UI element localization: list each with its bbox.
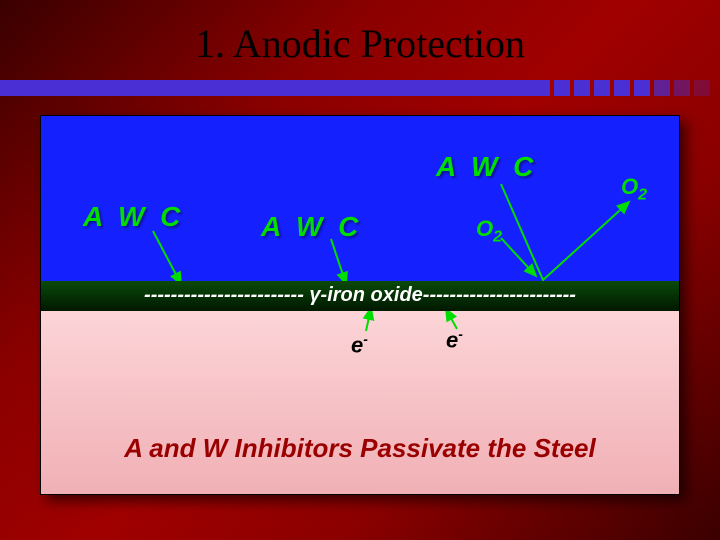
caption: A and W Inhibitors Passivate the Steel (41, 433, 679, 464)
bar-solid (0, 80, 534, 96)
bar-ticks (534, 80, 720, 96)
oxide-bar: ------------------------ γ-iron oxide---… (41, 281, 679, 311)
electron-label-1: e- (446, 326, 463, 353)
title-area: 1. Anodic Protection (0, 0, 720, 77)
page-title: 1. Anodic Protection (0, 20, 720, 67)
o2-label-0: O2 (476, 216, 502, 246)
electron-label-0: e- (351, 331, 368, 358)
blue-region (41, 116, 679, 281)
decorative-bar (0, 80, 720, 96)
awc-label-1: A W C (261, 211, 362, 243)
arrow-3 (366, 308, 371, 331)
awc-label-2: A W C (436, 151, 537, 183)
diagram-container: A W C A W C A W C O2 O2 -------------------… (40, 115, 680, 495)
awc-label-0: A W C (83, 201, 184, 233)
o2-label-1: O2 (621, 174, 647, 204)
